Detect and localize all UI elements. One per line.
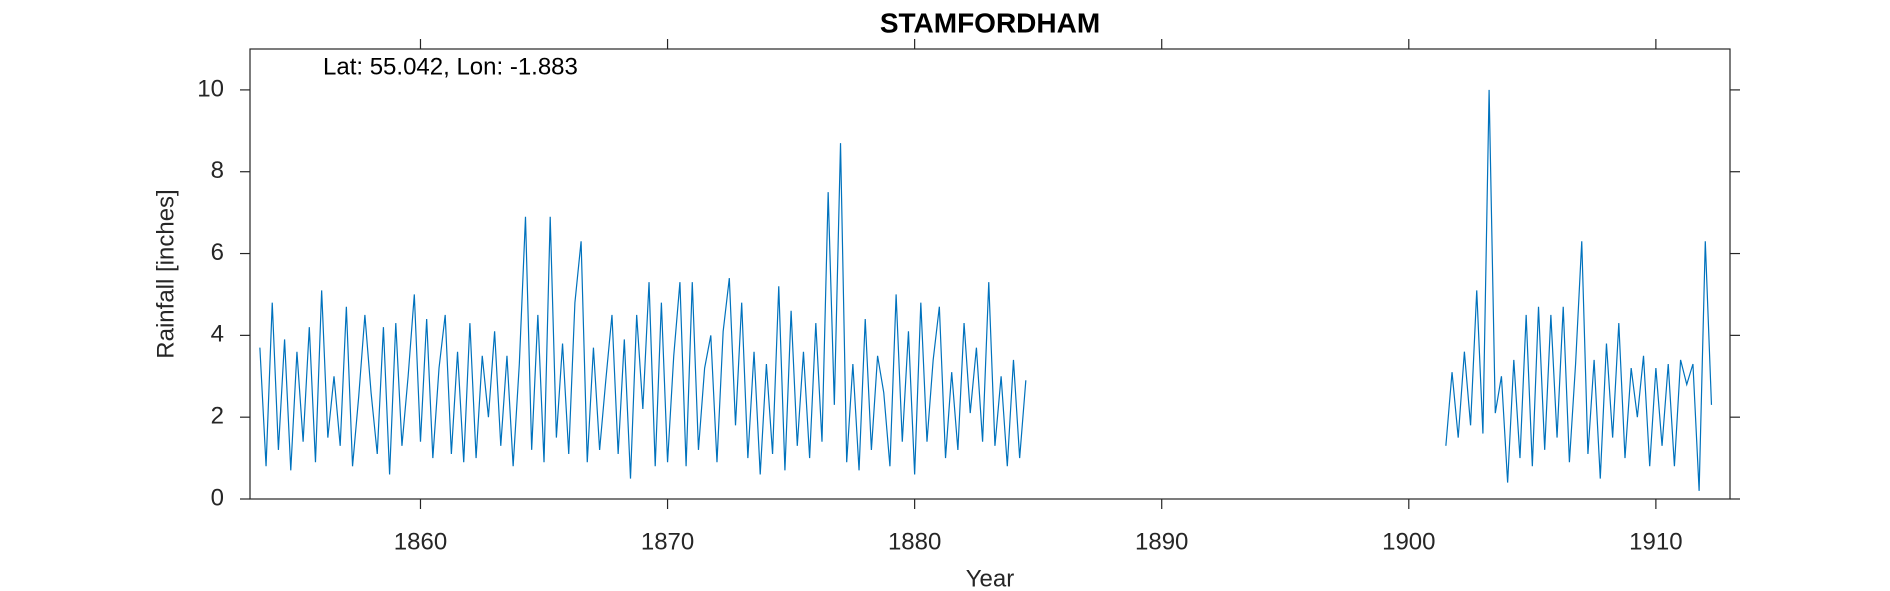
y-tick-label: 6 bbox=[211, 239, 224, 266]
x-tick-label: 1890 bbox=[1135, 528, 1188, 555]
y-tick-label: 2 bbox=[211, 403, 224, 430]
y-axis-label: Rainfall [inches] bbox=[152, 189, 179, 358]
x-tick-label: 1880 bbox=[888, 528, 941, 555]
x-tick-label: 1860 bbox=[394, 528, 447, 555]
plot-frame bbox=[249, 48, 1731, 500]
x-tick-label: 1900 bbox=[1382, 528, 1435, 555]
y-tick-label: 4 bbox=[211, 321, 224, 348]
chart-title: STAMFORDHAM bbox=[880, 7, 1100, 38]
rainfall-line bbox=[259, 89, 1713, 491]
y-tick-label: 8 bbox=[211, 157, 224, 184]
x-tick-label: 1870 bbox=[641, 528, 694, 555]
y-tick-label: 10 bbox=[197, 75, 224, 102]
x-tick-label: 1910 bbox=[1629, 528, 1682, 555]
y-tick-label: 0 bbox=[211, 484, 224, 511]
x-axis-label: Year bbox=[966, 565, 1015, 591]
annotation: Lat: 55.042, Lon: -1.883 bbox=[323, 53, 578, 80]
